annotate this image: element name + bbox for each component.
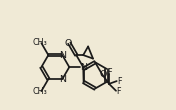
Text: N: N bbox=[59, 75, 66, 84]
Text: N: N bbox=[59, 51, 66, 60]
Text: O: O bbox=[100, 70, 107, 79]
Text: CH₃: CH₃ bbox=[32, 87, 47, 96]
Text: F: F bbox=[116, 87, 121, 96]
Text: O: O bbox=[64, 39, 71, 48]
Text: F: F bbox=[117, 77, 121, 86]
Text: F: F bbox=[107, 68, 111, 77]
Text: N: N bbox=[80, 63, 87, 72]
Text: CH₃: CH₃ bbox=[32, 38, 47, 47]
